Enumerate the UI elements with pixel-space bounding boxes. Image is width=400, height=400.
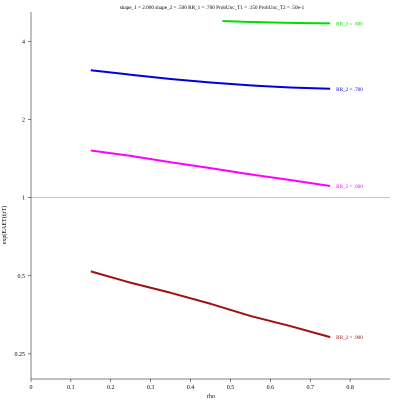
series-label: RR_2 = .900: [336, 335, 363, 341]
x-tick-label: 0.5: [227, 385, 235, 391]
x-tick-label: 0.1: [67, 385, 75, 391]
series: RR_2 = .900: [90, 270, 363, 341]
x-tick-label: 0: [30, 385, 33, 391]
y-tick-label: 1: [22, 196, 25, 202]
series: RR_2 = .800: [222, 20, 363, 27]
y-tick-label: 0.5: [18, 274, 26, 280]
y-axis-label: exp(EAET(t|rT): [1, 206, 8, 245]
series-line: [222, 20, 331, 25]
plot-frame: [30, 12, 390, 380]
x-tick-label: 0.4: [187, 385, 195, 391]
series: RR_2 = .700: [90, 69, 363, 93]
chart-title: shape_1 = 2.000 shape_2 = .500 RR_1 = .7…: [120, 5, 305, 11]
series-line: [90, 149, 331, 187]
y-tick-label: 4: [22, 40, 25, 46]
x-tick-label: 0.2: [107, 385, 115, 391]
x-axis-ticks: 0 0.1 0.2 0.3 0.4 0.5 0.6 0.7 0.8: [30, 379, 354, 391]
series-label: RR_2 = .800: [336, 21, 363, 27]
x-tick-label: 0.6: [267, 385, 275, 391]
series-layer: RR_2 = .800 RR_2 = .700 RR_2 = .600 RR_2 = …: [90, 20, 363, 341]
series-label: RR_2 = .700: [336, 87, 363, 93]
series-line: [90, 69, 331, 90]
x-tick-label: 0.3: [147, 385, 155, 391]
x-tick-label: 0.8: [346, 385, 354, 391]
y-axis-ticks: 0.25 0.5 1 2 4: [15, 40, 31, 358]
y-tick-label: 0.25: [15, 352, 26, 358]
series-label: RR_2 = .600: [336, 184, 363, 190]
x-tick-label: 0.7: [306, 385, 314, 391]
series-line: [90, 270, 331, 339]
y-tick-label: 2: [22, 118, 25, 124]
x-axis-label: rho: [207, 394, 215, 400]
series: RR_2 = .600: [90, 149, 363, 190]
